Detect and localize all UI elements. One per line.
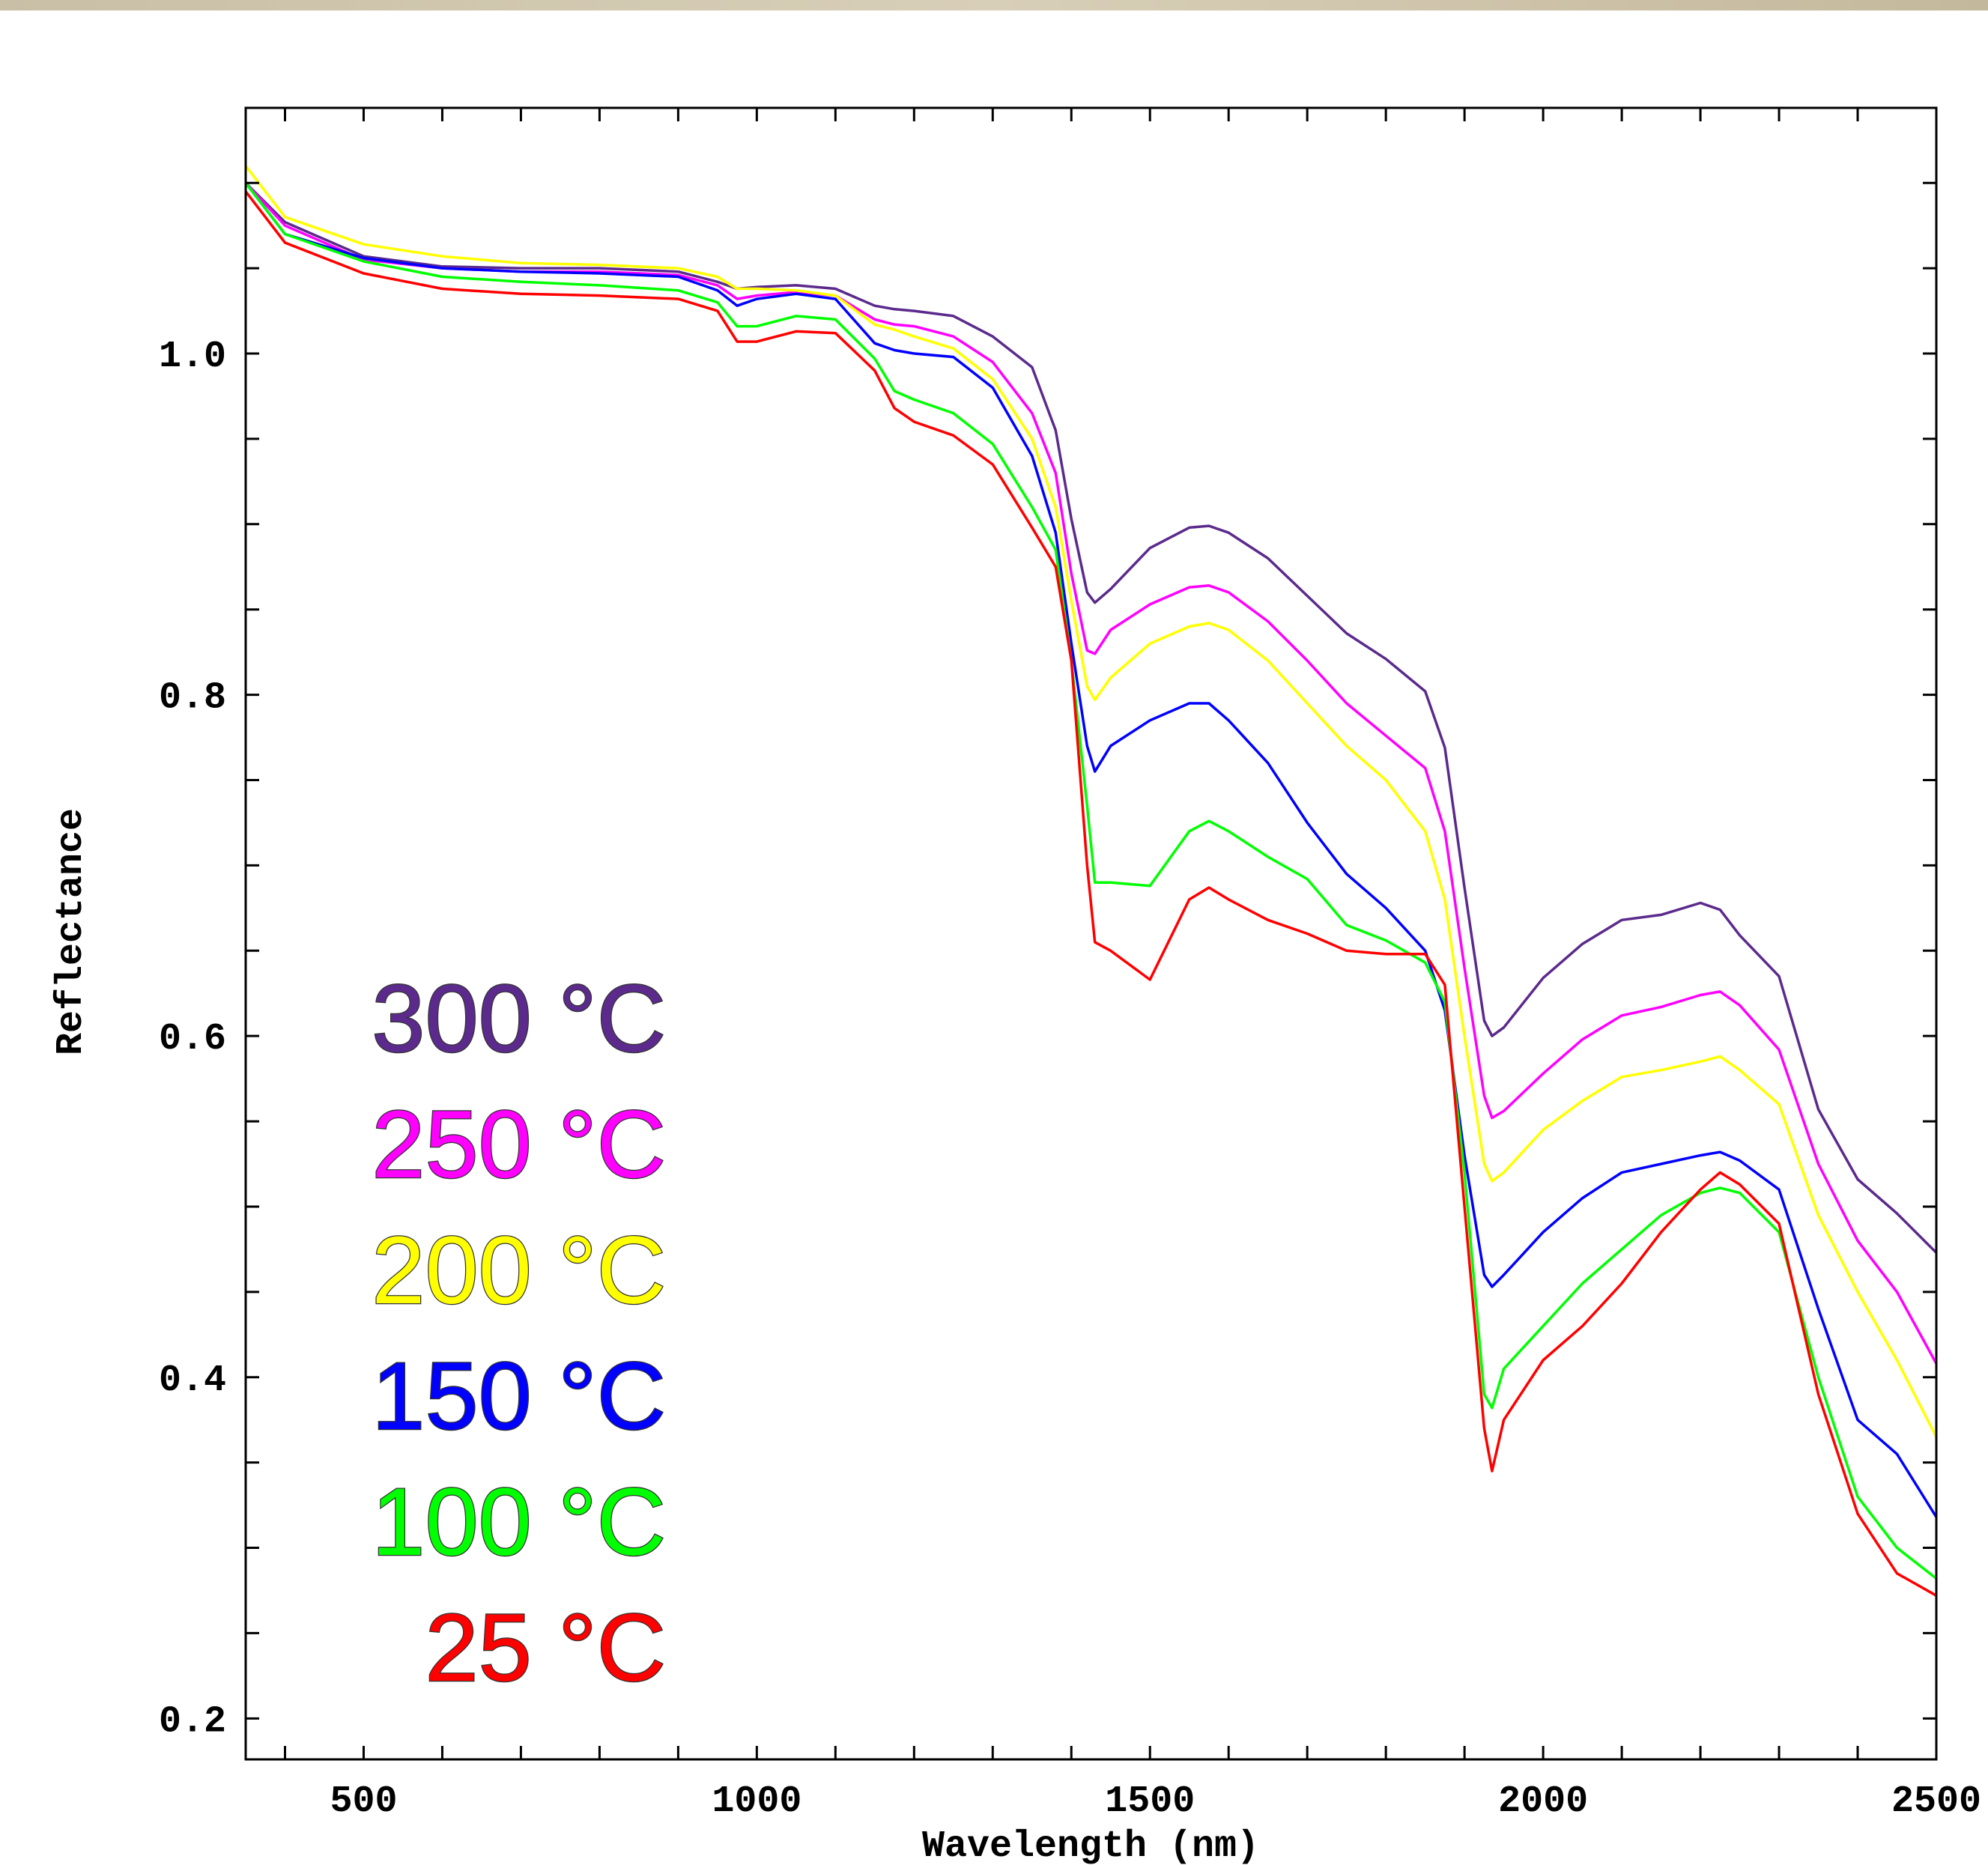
x-tick-label: 1500 [1105, 1780, 1195, 1823]
top-band [0, 0, 1988, 10]
y-tick-label: 0.4 [159, 1359, 226, 1402]
legend-label: 100 °C [372, 1469, 666, 1576]
legend-label: 200 °C [372, 1217, 666, 1324]
x-tick-label: 2000 [1498, 1780, 1588, 1823]
series-line [244, 182, 1938, 1365]
y-tick-label: 0.8 [159, 677, 226, 720]
y-axis-title: Reflectance [50, 808, 93, 1055]
x-axis-title: Wavelength (nm) [922, 1825, 1259, 1865]
y-tick-label: 0.2 [159, 1700, 226, 1743]
series-line [244, 165, 1938, 1438]
plot-frame [244, 106, 1938, 1761]
x-tick-label: 1000 [712, 1780, 801, 1823]
x-tick-label: 2500 [1891, 1780, 1981, 1823]
legend-label: 150 °C [372, 1343, 666, 1450]
x-tick-label: 500 [330, 1780, 397, 1823]
y-tick-label: 0.6 [159, 1018, 226, 1061]
y-tick-label: 1.0 [159, 336, 226, 378]
legend-label: 25 °C [425, 1595, 666, 1702]
legend-label: 250 °C [372, 1091, 666, 1198]
series-line [244, 190, 1937, 1597]
legend-label: 300 °C [372, 965, 666, 1073]
series-line [244, 182, 1938, 1518]
series-line [244, 182, 1938, 1580]
